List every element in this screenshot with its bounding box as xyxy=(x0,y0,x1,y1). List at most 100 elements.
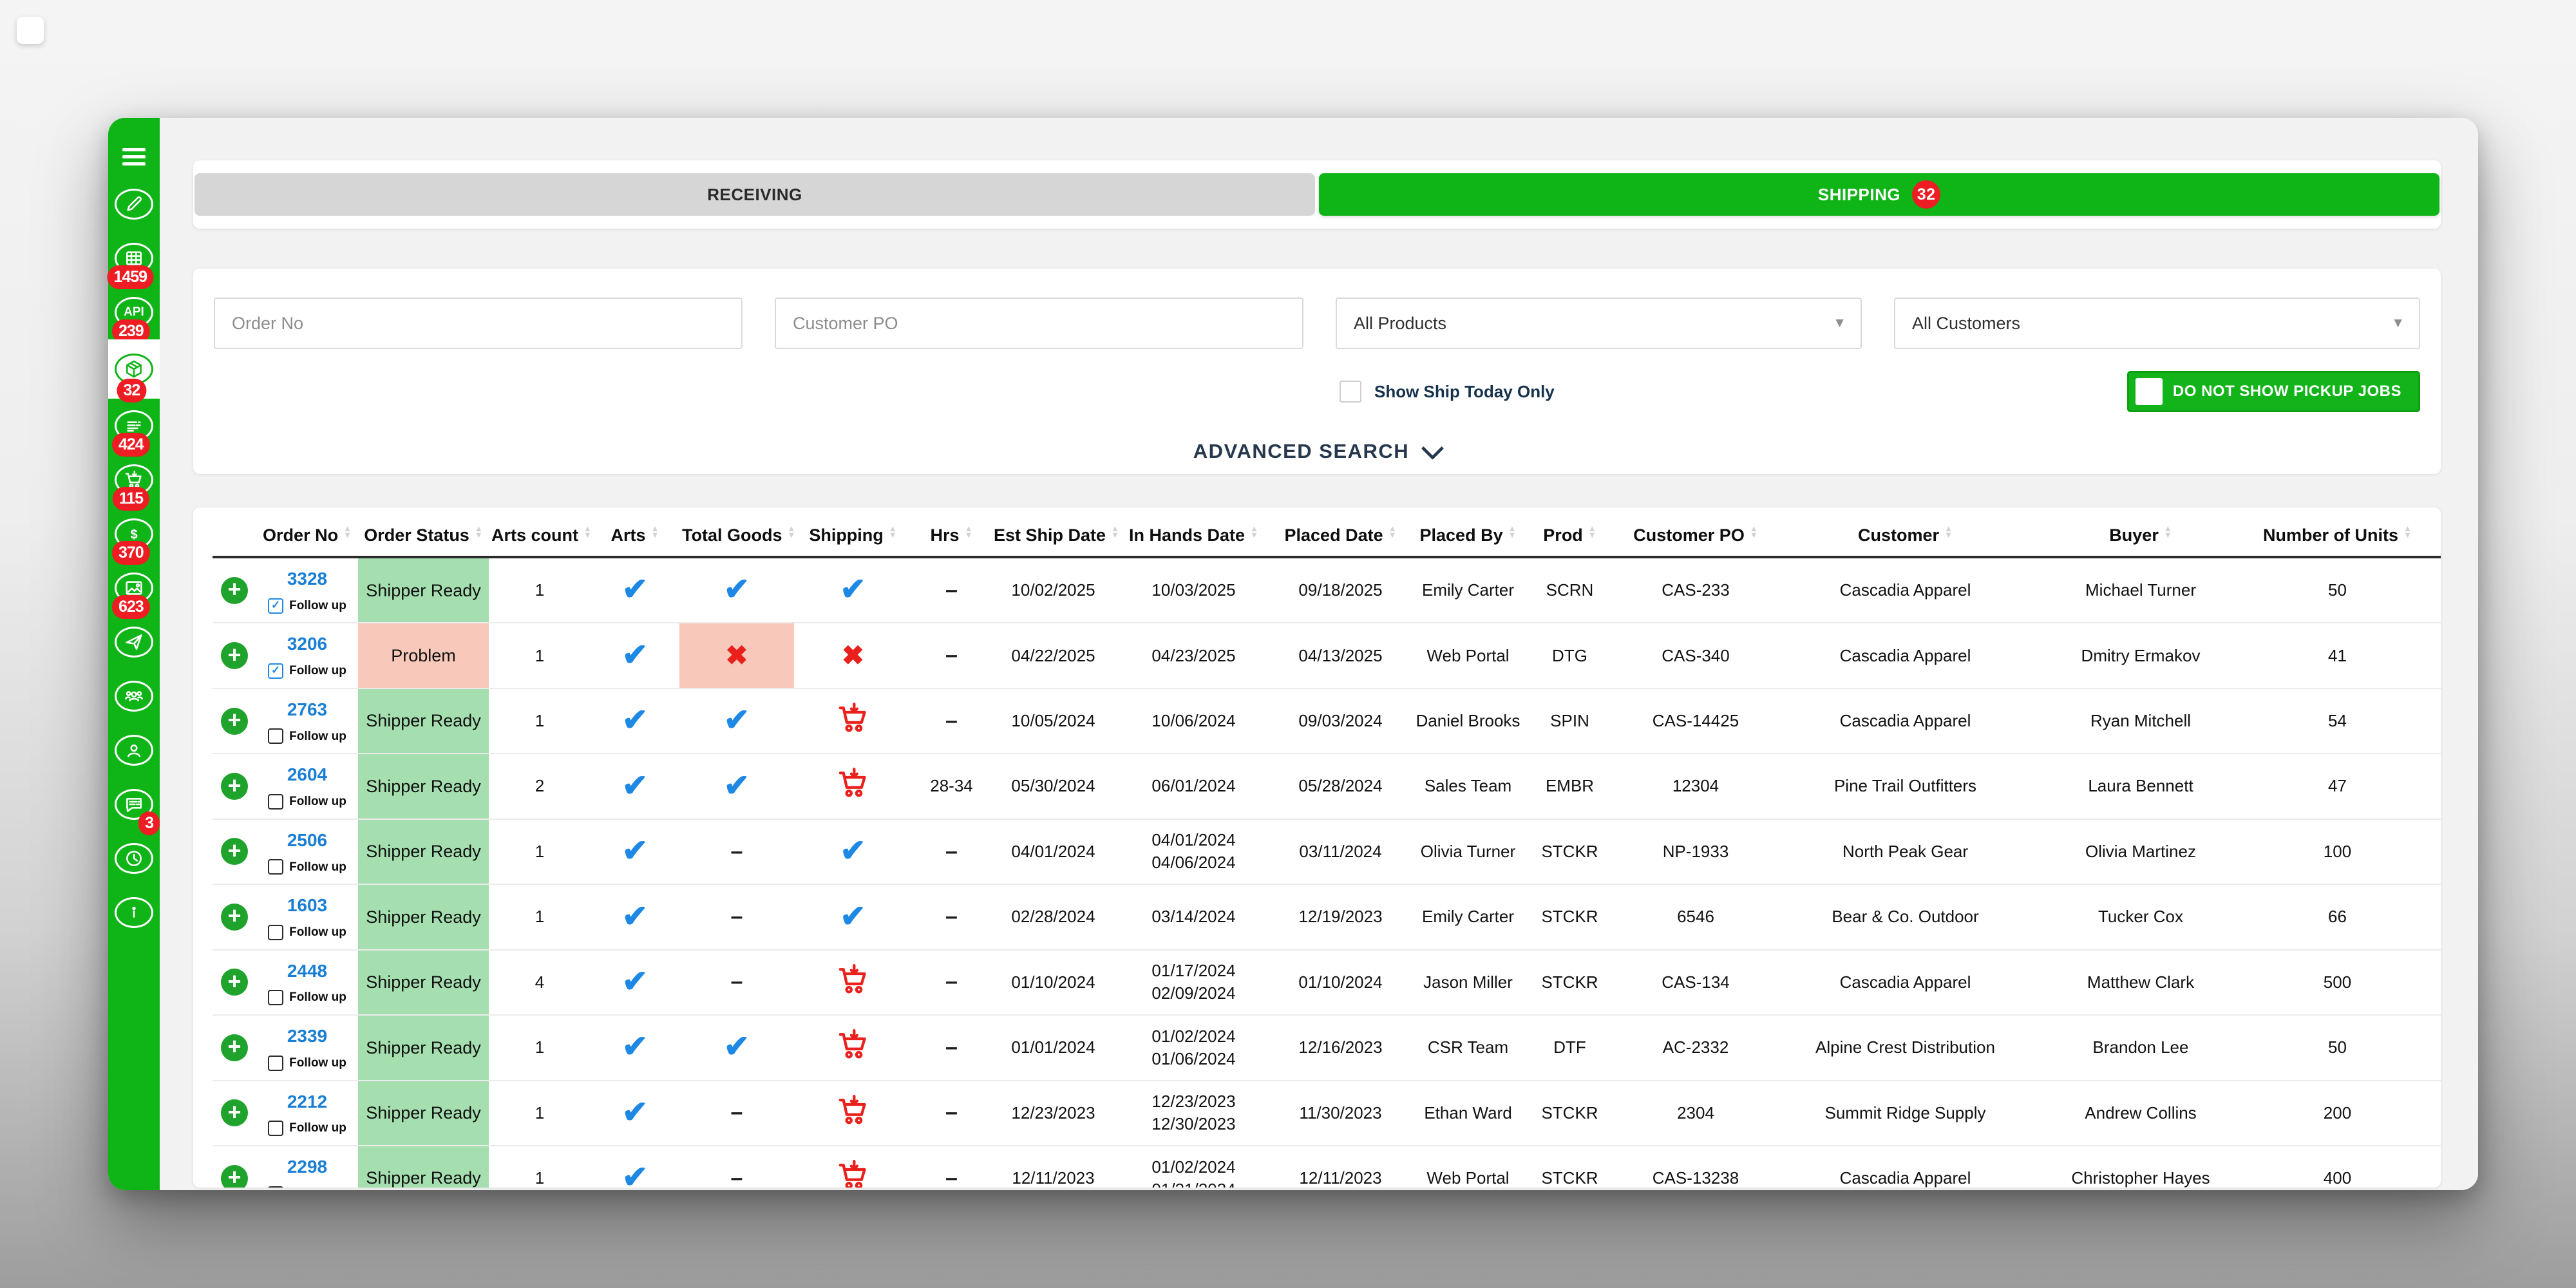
follow-up[interactable]: Follow up xyxy=(259,1055,355,1072)
sidebar-item-purchasing-cart[interactable]: 115 xyxy=(108,453,160,511)
order-number-link[interactable]: 2339 xyxy=(287,1026,328,1046)
sort-icon: ▲ ▼ xyxy=(474,524,483,540)
sidebar-item-edit[interactable] xyxy=(108,177,160,231)
order-number-link[interactable]: 2506 xyxy=(287,829,328,850)
sidebar-item-shipping-packages[interactable]: 32 xyxy=(108,339,160,402)
in-hands-date: 04/01/2024 04/06/2024 xyxy=(1115,819,1272,886)
column-header-shipping[interactable]: Shipping ▲ ▼ xyxy=(794,513,912,558)
expand-row-button[interactable]: + xyxy=(221,773,248,800)
ship-today-label: Show Ship Today Only xyxy=(1374,381,1555,401)
column-header-total-goods[interactable]: Total Goods ▲ ▼ xyxy=(679,513,795,558)
customers-select[interactable]: All Customers ▼ xyxy=(1894,298,2420,349)
sidebar-item-account[interactable] xyxy=(108,723,160,777)
tab-shipping[interactable]: SHIPPING 32 xyxy=(1319,173,2439,216)
order-number-link[interactable]: 3206 xyxy=(287,634,328,654)
column-header-in-hands-date[interactable]: In Hands Date ▲ ▼ xyxy=(1115,513,1272,558)
follow-up-checkbox[interactable] xyxy=(268,859,284,875)
column-header-est-ship-date[interactable]: Est Ship Date ▲ ▼ xyxy=(991,513,1119,558)
tab-receiving[interactable]: RECEIVING xyxy=(194,173,1315,216)
filter-panel: All Products ▼ All Customers ▼ Show Ship… xyxy=(193,269,2441,474)
follow-up-checkbox[interactable] xyxy=(268,1055,284,1071)
check-icon: ✔ xyxy=(621,573,649,607)
main-content: RECEIVING SHIPPING 32 All Products ▼ All… xyxy=(160,118,2478,1190)
expand-row-button[interactable]: + xyxy=(221,576,248,604)
follow-up[interactable]: Follow up xyxy=(259,924,355,941)
ship-today-checkbox[interactable] xyxy=(1340,381,1361,402)
follow-up-checkbox[interactable] xyxy=(268,1121,284,1137)
follow-up-checkbox[interactable] xyxy=(268,924,284,940)
expand-row-button[interactable]: + xyxy=(221,969,248,996)
hide-pickup-jobs-button[interactable]: DO NOT SHOW PICKUP JOBS xyxy=(2126,371,2420,412)
column-header-customer-po[interactable]: Customer PO ▲ ▼ xyxy=(1613,513,1779,558)
sidebar-item-job-list[interactable]: 424 xyxy=(108,399,160,457)
sidebar-item-billing[interactable]: $370 xyxy=(108,507,160,565)
expand-row-button[interactable]: + xyxy=(221,707,248,735)
order-number-link[interactable]: 2604 xyxy=(287,764,328,785)
follow-up-checkbox[interactable] xyxy=(268,728,284,744)
follow-up[interactable]: Follow up xyxy=(259,1186,355,1188)
follow-up[interactable]: ✓ Follow up xyxy=(259,663,355,679)
sidebar: 1459 API 239 32 424 115 $370 623 3 xyxy=(107,118,160,1190)
follow-up[interactable]: Follow up xyxy=(259,1120,355,1137)
sidebar-item-history[interactable] xyxy=(108,831,160,886)
follow-up[interactable]: Follow up xyxy=(259,728,355,745)
expand-row-button[interactable]: + xyxy=(221,903,248,931)
follow-up[interactable]: ✓ Follow up xyxy=(259,598,355,614)
sidebar-item-info[interactable] xyxy=(108,886,160,940)
column-header-arts[interactable]: Arts ▲ ▼ xyxy=(591,513,679,558)
follow-up[interactable]: Follow up xyxy=(259,989,355,1006)
expand-row-button[interactable]: + xyxy=(221,838,248,866)
check-icon: ✔ xyxy=(840,834,866,869)
sidebar-item-artwork[interactable]: 623 xyxy=(108,561,160,619)
units: 400 xyxy=(2249,1145,2425,1188)
column-header-price[interactable]: Price▲▼ xyxy=(2425,513,2441,558)
order-number-link[interactable]: 2448 xyxy=(287,960,328,981)
customer: Pine Trail Outfitters xyxy=(1779,753,2032,820)
sort-icon: ▲ ▼ xyxy=(343,524,352,540)
follow-up-checkbox[interactable]: ✓ xyxy=(268,663,284,679)
advanced-search-toggle[interactable]: ADVANCED SEARCH xyxy=(214,437,2420,465)
order-number-link[interactable]: 2212 xyxy=(287,1091,328,1112)
column-header-number-of-units[interactable]: Number of Units ▲ ▼ xyxy=(2249,513,2425,558)
shipping-status xyxy=(794,688,912,755)
order-no-input[interactable] xyxy=(214,298,743,349)
order-number-link[interactable]: 1603 xyxy=(287,895,328,916)
column-header-prod[interactable]: Prod ▲ ▼ xyxy=(1527,513,1613,558)
sidebar-item-customers[interactable] xyxy=(108,669,160,723)
sidebar-item-menu[interactable] xyxy=(108,136,160,177)
est-ship-date: 04/01/2024 xyxy=(991,819,1115,886)
column-header-order-no[interactable]: Order No ▲ ▼ xyxy=(256,513,358,558)
follow-up-checkbox[interactable] xyxy=(268,793,284,810)
placed-date: 04/13/2025 xyxy=(1272,623,1409,689)
order-number-link[interactable]: 3328 xyxy=(287,569,328,589)
pickup-jobs-checkbox[interactable] xyxy=(2135,378,2163,405)
column-header-buyer[interactable]: Buyer ▲ ▼ xyxy=(2032,513,2249,558)
expand-row-button[interactable]: + xyxy=(221,1099,248,1127)
follow-up-checkbox[interactable]: ✓ xyxy=(268,598,284,614)
column-header-placed-date[interactable]: Placed Date ▲ ▼ xyxy=(1272,513,1409,558)
arts-count: 1 xyxy=(489,557,591,624)
order-number-link[interactable]: 2298 xyxy=(287,1156,328,1177)
column-header-placed-by[interactable]: Placed By ▲ ▼ xyxy=(1409,513,1527,558)
follow-up[interactable]: Follow up xyxy=(259,793,355,810)
follow-up-checkbox[interactable] xyxy=(268,1186,284,1188)
sidebar-item-orders-grid[interactable]: 1459 xyxy=(107,231,160,289)
customer-po-input[interactable] xyxy=(775,298,1303,349)
sidebar-item-messages[interactable]: 3 xyxy=(108,777,160,835)
products-select[interactable]: All Products ▼ xyxy=(1336,298,1862,349)
sidebar-item-send[interactable] xyxy=(108,615,160,669)
follow-up-checkbox[interactable] xyxy=(268,990,284,1006)
ship-today-toggle[interactable]: Show Ship Today Only xyxy=(1340,371,1555,412)
order-row-2212: +2212 Follow up Shipper Ready 1 ✔ – – 12/23/202… xyxy=(213,1080,2441,1146)
sidebar-item-api[interactable]: API 239 xyxy=(108,285,160,343)
users-icon xyxy=(115,681,153,712)
follow-up[interactable]: Follow up xyxy=(259,859,355,876)
expand-row-button[interactable]: + xyxy=(221,1034,248,1061)
order-number-link[interactable]: 2763 xyxy=(287,699,328,719)
column-header-hrs[interactable]: Hrs ▲ ▼ xyxy=(912,513,991,558)
column-header-arts-count[interactable]: Arts count ▲ ▼ xyxy=(489,513,592,558)
expand-row-button[interactable]: + xyxy=(221,642,248,670)
column-header-order-status[interactable]: Order Status ▲ ▼ xyxy=(358,513,489,558)
column-header-customer[interactable]: Customer ▲ ▼ xyxy=(1779,513,2032,558)
expand-row-button[interactable]: + xyxy=(221,1164,248,1188)
